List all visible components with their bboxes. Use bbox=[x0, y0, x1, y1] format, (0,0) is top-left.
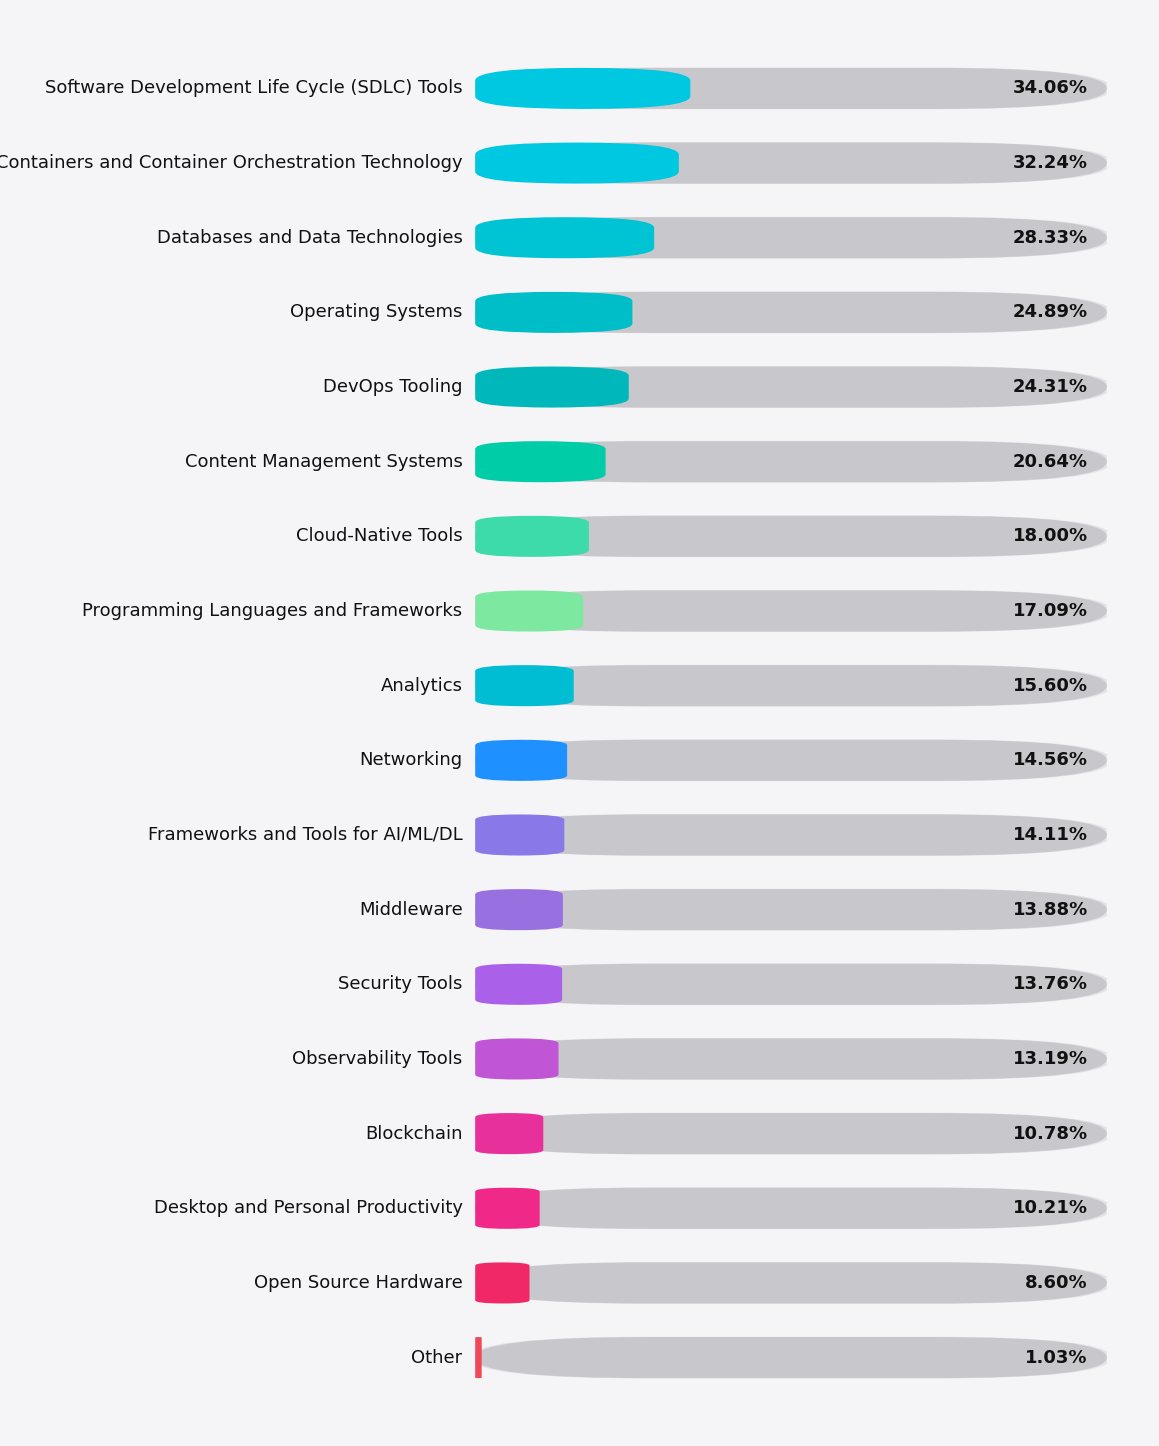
FancyBboxPatch shape bbox=[475, 143, 1107, 184]
FancyBboxPatch shape bbox=[475, 889, 563, 930]
FancyBboxPatch shape bbox=[475, 292, 1107, 333]
FancyBboxPatch shape bbox=[475, 1338, 482, 1378]
FancyBboxPatch shape bbox=[475, 1187, 540, 1229]
Text: 34.06%: 34.06% bbox=[1013, 80, 1088, 97]
FancyBboxPatch shape bbox=[475, 1038, 559, 1080]
Text: Operating Systems: Operating Systems bbox=[290, 304, 462, 321]
FancyBboxPatch shape bbox=[471, 814, 1111, 856]
Text: Security Tools: Security Tools bbox=[338, 975, 462, 993]
FancyBboxPatch shape bbox=[471, 142, 1111, 184]
Text: Analytics: Analytics bbox=[380, 677, 462, 694]
Text: Desktop and Personal Productivity: Desktop and Personal Productivity bbox=[153, 1199, 462, 1218]
FancyBboxPatch shape bbox=[471, 590, 1111, 632]
FancyBboxPatch shape bbox=[475, 366, 1107, 408]
Text: 13.88%: 13.88% bbox=[1013, 901, 1088, 918]
Text: Containers and Container Orchestration Technology: Containers and Container Orchestration T… bbox=[0, 155, 462, 172]
FancyBboxPatch shape bbox=[475, 1038, 1107, 1080]
Text: 32.24%: 32.24% bbox=[1013, 155, 1088, 172]
Text: Blockchain: Blockchain bbox=[365, 1125, 462, 1142]
FancyBboxPatch shape bbox=[471, 963, 1111, 1005]
FancyBboxPatch shape bbox=[471, 665, 1111, 707]
FancyBboxPatch shape bbox=[475, 68, 1107, 108]
FancyBboxPatch shape bbox=[475, 1113, 1107, 1154]
Text: 13.76%: 13.76% bbox=[1013, 975, 1088, 993]
FancyBboxPatch shape bbox=[475, 964, 562, 1005]
Text: 18.00%: 18.00% bbox=[1013, 528, 1088, 545]
FancyBboxPatch shape bbox=[475, 740, 567, 781]
FancyBboxPatch shape bbox=[475, 889, 1107, 930]
Text: Middleware: Middleware bbox=[359, 901, 462, 918]
FancyBboxPatch shape bbox=[475, 1338, 1107, 1378]
FancyBboxPatch shape bbox=[475, 68, 691, 108]
FancyBboxPatch shape bbox=[475, 441, 1107, 482]
Text: Networking: Networking bbox=[359, 752, 462, 769]
FancyBboxPatch shape bbox=[475, 590, 1107, 632]
Text: 1.03%: 1.03% bbox=[1026, 1349, 1088, 1366]
Text: 24.31%: 24.31% bbox=[1013, 377, 1088, 396]
Text: 10.78%: 10.78% bbox=[1013, 1125, 1088, 1142]
FancyBboxPatch shape bbox=[471, 1262, 1111, 1304]
FancyBboxPatch shape bbox=[475, 143, 679, 184]
Text: 24.89%: 24.89% bbox=[1013, 304, 1088, 321]
FancyBboxPatch shape bbox=[475, 292, 633, 333]
Text: Content Management Systems: Content Management Systems bbox=[184, 453, 462, 471]
FancyBboxPatch shape bbox=[475, 1113, 544, 1154]
FancyBboxPatch shape bbox=[475, 441, 605, 482]
Text: Cloud-Native Tools: Cloud-Native Tools bbox=[296, 528, 462, 545]
Text: 20.64%: 20.64% bbox=[1013, 453, 1088, 471]
FancyBboxPatch shape bbox=[475, 1187, 1107, 1229]
Text: Other: Other bbox=[411, 1349, 462, 1366]
FancyBboxPatch shape bbox=[475, 1262, 530, 1303]
FancyBboxPatch shape bbox=[471, 1038, 1111, 1080]
Text: Frameworks and Tools for AI/ML/DL: Frameworks and Tools for AI/ML/DL bbox=[148, 826, 462, 844]
FancyBboxPatch shape bbox=[471, 441, 1111, 483]
Text: 17.09%: 17.09% bbox=[1013, 602, 1088, 620]
FancyBboxPatch shape bbox=[475, 740, 1107, 781]
Text: Programming Languages and Frameworks: Programming Languages and Frameworks bbox=[82, 602, 462, 620]
FancyBboxPatch shape bbox=[475, 665, 1107, 706]
FancyBboxPatch shape bbox=[475, 814, 1107, 856]
FancyBboxPatch shape bbox=[471, 739, 1111, 781]
Text: 15.60%: 15.60% bbox=[1013, 677, 1088, 694]
Text: Open Source Hardware: Open Source Hardware bbox=[254, 1274, 462, 1291]
Text: 28.33%: 28.33% bbox=[1013, 228, 1088, 247]
FancyBboxPatch shape bbox=[471, 217, 1111, 259]
FancyBboxPatch shape bbox=[475, 217, 654, 259]
FancyBboxPatch shape bbox=[475, 814, 564, 856]
FancyBboxPatch shape bbox=[471, 1187, 1111, 1229]
FancyBboxPatch shape bbox=[475, 516, 1107, 557]
Text: 13.19%: 13.19% bbox=[1013, 1050, 1088, 1069]
Text: 14.11%: 14.11% bbox=[1013, 826, 1088, 844]
Text: Databases and Data Technologies: Databases and Data Technologies bbox=[156, 228, 462, 247]
FancyBboxPatch shape bbox=[475, 665, 574, 706]
Text: 8.60%: 8.60% bbox=[1026, 1274, 1088, 1291]
FancyBboxPatch shape bbox=[471, 1336, 1111, 1378]
FancyBboxPatch shape bbox=[475, 516, 589, 557]
FancyBboxPatch shape bbox=[471, 68, 1111, 110]
FancyBboxPatch shape bbox=[471, 516, 1111, 557]
FancyBboxPatch shape bbox=[471, 1113, 1111, 1154]
Text: Software Development Life Cycle (SDLC) Tools: Software Development Life Cycle (SDLC) T… bbox=[45, 80, 462, 97]
FancyBboxPatch shape bbox=[471, 889, 1111, 930]
FancyBboxPatch shape bbox=[475, 590, 583, 632]
Text: Observability Tools: Observability Tools bbox=[292, 1050, 462, 1069]
FancyBboxPatch shape bbox=[475, 1262, 1107, 1303]
FancyBboxPatch shape bbox=[471, 292, 1111, 333]
Text: DevOps Tooling: DevOps Tooling bbox=[323, 377, 462, 396]
FancyBboxPatch shape bbox=[471, 366, 1111, 408]
Text: 10.21%: 10.21% bbox=[1013, 1199, 1088, 1218]
Text: 14.56%: 14.56% bbox=[1013, 752, 1088, 769]
FancyBboxPatch shape bbox=[475, 366, 628, 408]
FancyBboxPatch shape bbox=[475, 217, 1107, 259]
FancyBboxPatch shape bbox=[475, 964, 1107, 1005]
